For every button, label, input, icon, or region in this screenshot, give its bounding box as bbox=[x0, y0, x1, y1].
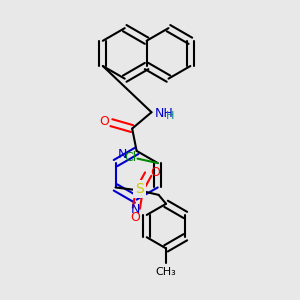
Text: O: O bbox=[151, 167, 160, 179]
Text: H: H bbox=[166, 111, 174, 121]
Text: S: S bbox=[135, 182, 144, 196]
Text: Cl: Cl bbox=[124, 151, 136, 164]
Text: N: N bbox=[118, 148, 127, 161]
Text: CH₃: CH₃ bbox=[156, 267, 176, 277]
Text: N: N bbox=[130, 202, 140, 216]
Text: O: O bbox=[130, 211, 140, 224]
Text: O: O bbox=[99, 115, 109, 128]
Text: NH: NH bbox=[155, 107, 174, 120]
